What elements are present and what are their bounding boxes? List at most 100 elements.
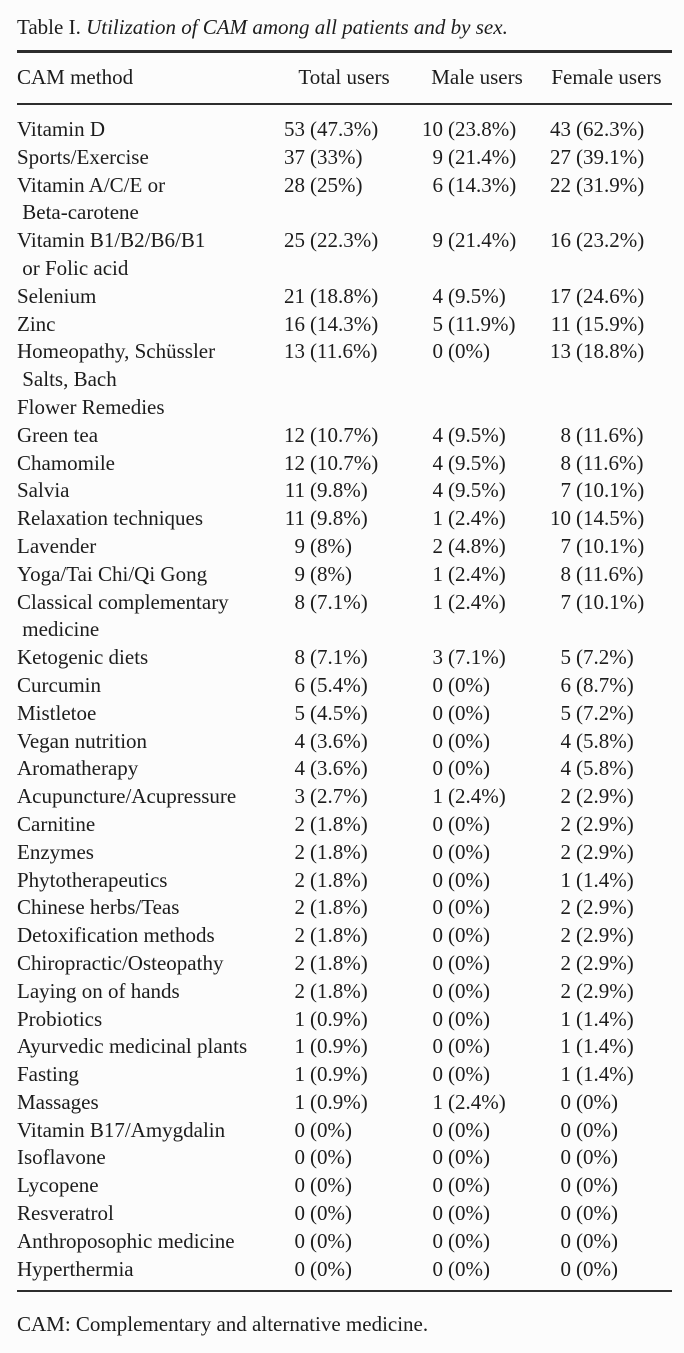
total-users-percent: (4.5%) bbox=[310, 700, 368, 725]
male-users-count: 0 bbox=[432, 1256, 444, 1281]
method-cell: Fasting bbox=[17, 1061, 275, 1089]
female-users-percent: (11.6%) bbox=[576, 422, 644, 447]
method-line: Lavender bbox=[17, 533, 97, 558]
female-users-percent: (10.1%) bbox=[576, 478, 645, 503]
male-users-percent: (2.4%) bbox=[448, 1089, 506, 1114]
total-users-cell: 2 (1.8%) bbox=[275, 811, 413, 839]
female-users-count: 2 bbox=[560, 839, 572, 864]
method-cell: Mistletoe bbox=[17, 700, 275, 728]
total-users-cell: 2 (1.8%) bbox=[275, 894, 413, 922]
method-cell: Carnitine bbox=[17, 811, 275, 839]
male-users-count: 10 bbox=[422, 117, 443, 141]
male-users-cell: 4 (9.5%) bbox=[413, 422, 541, 450]
method-line: Flower Remedies bbox=[17, 394, 165, 419]
female-users-percent: (14.5%) bbox=[576, 506, 645, 531]
male-users-cell: 1 (2.4%) bbox=[413, 589, 541, 617]
method-cell: Relaxation techniques bbox=[17, 505, 275, 533]
female-users-percent: (39.1%) bbox=[576, 144, 645, 169]
total-users-cell: 12 (10.7%) bbox=[275, 422, 413, 450]
male-users-percent: (2.4%) bbox=[448, 561, 506, 586]
male-users-percent: (0%) bbox=[448, 839, 490, 864]
female-users-count: 10 bbox=[550, 506, 571, 531]
method-cell: Vegan nutrition bbox=[17, 728, 275, 756]
table-row: Chamomile 12 (10.7%) 4 (9.5%) 8 (11.6%) bbox=[17, 450, 672, 478]
total-users-percent: (7.1%) bbox=[310, 589, 368, 614]
male-users-cell: 9 (21.4%) bbox=[413, 227, 541, 255]
female-users-percent: (10.1%) bbox=[576, 533, 645, 558]
female-users-cell: 1 (1.4%) bbox=[541, 1061, 672, 1089]
total-users-percent: (0.9%) bbox=[310, 1006, 368, 1031]
male-users-percent: (7.1%) bbox=[448, 645, 506, 670]
total-users-cell: 0 (0%) bbox=[275, 1228, 413, 1256]
total-users-count: 1 bbox=[294, 1006, 306, 1031]
female-users-count: 4 bbox=[560, 728, 572, 753]
table-row: Green tea 12 (10.7%) 4 (9.5%) 8 (11.6%) bbox=[17, 422, 672, 450]
total-users-percent: (7.1%) bbox=[310, 645, 368, 670]
male-users-percent: (0%) bbox=[448, 923, 490, 948]
method-line: Fasting bbox=[17, 1062, 79, 1087]
total-users-percent: (0%) bbox=[310, 1173, 352, 1198]
male-users-count: 3 bbox=[432, 645, 444, 670]
total-users-cell: 2 (1.8%) bbox=[275, 839, 413, 867]
male-users-count: 6 bbox=[432, 172, 444, 197]
female-users-percent: (62.3%) bbox=[576, 117, 645, 141]
male-users-cell: 1 (2.4%) bbox=[413, 505, 541, 533]
male-users-cell: 0 (0%) bbox=[413, 1144, 541, 1172]
female-users-percent: (2.9%) bbox=[576, 978, 634, 1003]
female-users-count: 7 bbox=[560, 589, 572, 614]
total-users-count: 2 bbox=[294, 923, 306, 948]
female-users-cell: 4 (5.8%) bbox=[541, 755, 672, 783]
total-users-cell: 0 (0%) bbox=[275, 1172, 413, 1200]
table-row: Enzymes 2 (1.8%) 0 (0%) 2 (2.9%) bbox=[17, 839, 672, 867]
total-users-cell: 1 (0.9%) bbox=[275, 1033, 413, 1061]
table-row: Salvia 11 (9.8%) 4 (9.5%) 7 (10.1%) bbox=[17, 477, 672, 505]
female-users-cell: 0 (0%) bbox=[541, 1228, 672, 1256]
total-users-percent: (1.8%) bbox=[310, 895, 368, 920]
female-users-count: 1 bbox=[560, 1062, 572, 1087]
method-line: Detoxification methods bbox=[17, 923, 215, 948]
method-cell: Aromatherapy bbox=[17, 755, 275, 783]
male-users-count: 0 bbox=[432, 1006, 444, 1031]
method-cell: Vitamin A/C/E or Beta-carotene bbox=[17, 172, 275, 228]
male-users-percent: (0%) bbox=[448, 1117, 490, 1142]
method-cell: Yoga/Tai Chi/Qi Gong bbox=[17, 561, 275, 589]
method-line: Relaxation techniques bbox=[17, 506, 204, 531]
female-users-count: 0 bbox=[560, 1145, 572, 1170]
method-cell: Isoflavone bbox=[17, 1144, 275, 1172]
method-cell: Vitamin D bbox=[17, 116, 275, 144]
male-users-percent: (0%) bbox=[448, 728, 490, 753]
female-users-cell: 17 (24.6%) bbox=[541, 283, 672, 311]
total-users-cell: 0 (0%) bbox=[275, 1144, 413, 1172]
male-users-percent: (0%) bbox=[448, 1173, 490, 1198]
female-users-percent: (1.4%) bbox=[576, 1006, 634, 1031]
female-users-percent: (0%) bbox=[576, 1145, 618, 1170]
female-users-count: 0 bbox=[560, 1089, 572, 1114]
method-cell: Salvia bbox=[17, 477, 275, 505]
male-users-cell: 0 (0%) bbox=[413, 1228, 541, 1256]
female-users-cell: 8 (11.6%) bbox=[541, 450, 672, 478]
total-users-cell: 1 (0.9%) bbox=[275, 1061, 413, 1089]
method-cell: Homeopathy, Schüssler Salts, Bach Flower … bbox=[17, 338, 275, 421]
total-users-percent: (2.7%) bbox=[310, 784, 368, 809]
method-cell: Resveratrol bbox=[17, 1200, 275, 1228]
male-users-percent: (9.5%) bbox=[448, 478, 506, 503]
table-body: Vitamin D 53 (47.3%) 10 (23.8%) 43 (62.3%) … bbox=[17, 105, 672, 1290]
male-users-cell: 5 (11.9%) bbox=[413, 311, 541, 339]
male-users-count: 0 bbox=[432, 1228, 444, 1253]
method-cell: Chinese herbs/Teas bbox=[17, 894, 275, 922]
male-users-percent: (0%) bbox=[448, 1201, 490, 1226]
method-line: Vitamin A/C/E or bbox=[17, 172, 166, 197]
female-users-count: 4 bbox=[560, 756, 572, 781]
male-users-count: 4 bbox=[432, 422, 444, 447]
total-users-count: 16 bbox=[284, 311, 305, 336]
female-users-percent: (0%) bbox=[576, 1201, 618, 1226]
method-line: Zinc bbox=[17, 311, 56, 336]
male-users-count: 0 bbox=[432, 1173, 444, 1198]
method-line: Homeopathy, Schüssler bbox=[17, 339, 216, 364]
total-users-percent: (0%) bbox=[310, 1117, 352, 1142]
method-cell: Chiropractic/Osteopathy bbox=[17, 950, 275, 978]
female-users-cell: 0 (0%) bbox=[541, 1256, 672, 1284]
total-users-cell: 2 (1.8%) bbox=[275, 978, 413, 1006]
female-users-cell: 5 (7.2%) bbox=[541, 700, 672, 728]
table-title-label: Table I. bbox=[17, 15, 87, 39]
